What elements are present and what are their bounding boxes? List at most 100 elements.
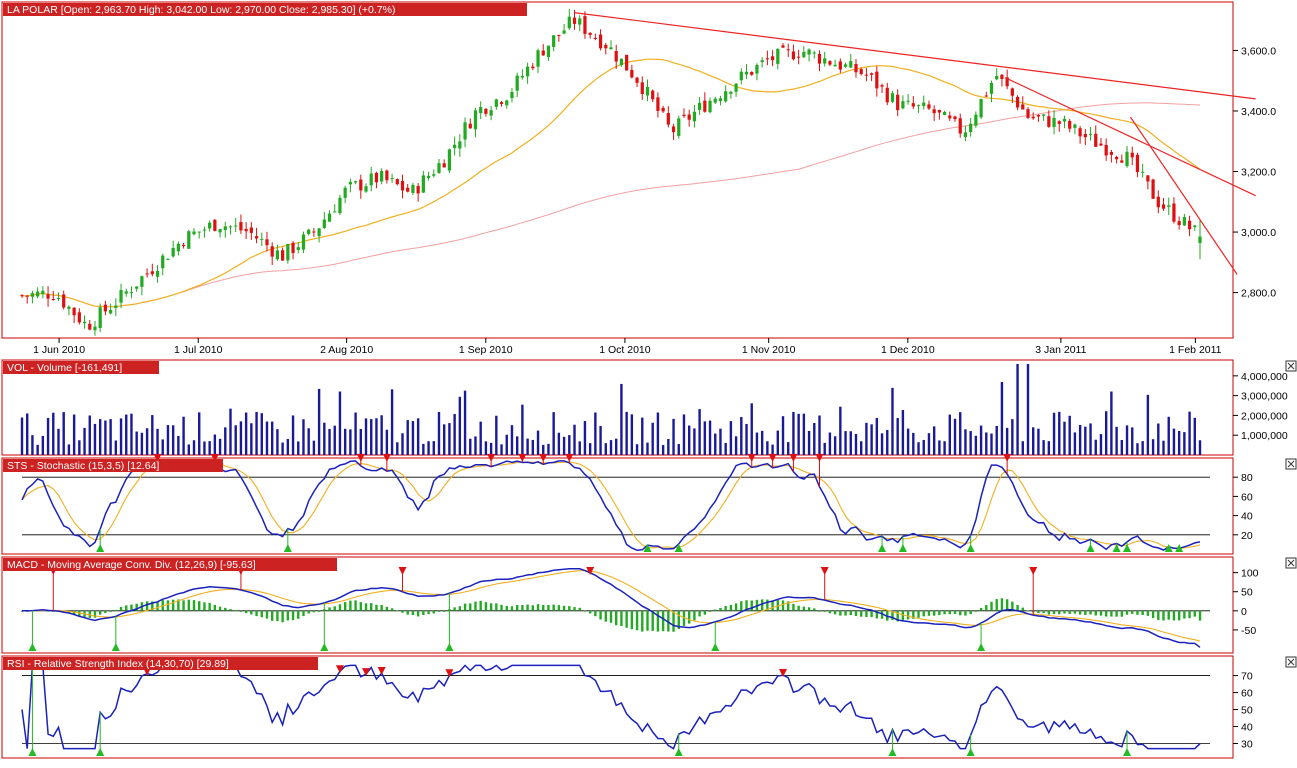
volume-bar bbox=[1162, 440, 1165, 455]
macd-histogram-bar bbox=[630, 610, 634, 630]
macd-histogram-bar bbox=[474, 601, 477, 611]
price-candle-body bbox=[572, 17, 577, 24]
macd-buy-marker bbox=[28, 643, 37, 651]
price-candle-body bbox=[1094, 133, 1098, 147]
macd-histogram-bar bbox=[72, 610, 76, 615]
price-candle-body bbox=[286, 244, 290, 261]
price-candle-body bbox=[317, 228, 321, 237]
volume-bar bbox=[630, 414, 634, 455]
price-candle-body bbox=[176, 243, 180, 252]
macd-histogram-bar bbox=[588, 610, 592, 614]
price-candle-body bbox=[828, 61, 832, 65]
volume-bar bbox=[932, 426, 936, 455]
macd-histogram-bar bbox=[974, 610, 978, 612]
macd-histogram-bar bbox=[896, 610, 899, 622]
volume-bar bbox=[677, 444, 680, 455]
volume-bar bbox=[859, 441, 863, 455]
stochastic-sell-marker bbox=[153, 453, 162, 462]
volume-bar bbox=[297, 441, 300, 455]
stochastic-buy-marker bbox=[966, 544, 975, 552]
volume-bar bbox=[646, 442, 649, 455]
macd-histogram-bar bbox=[1068, 610, 1071, 615]
volume-bar bbox=[891, 387, 894, 455]
volume-bar bbox=[453, 413, 456, 455]
price-candle-body bbox=[1125, 151, 1129, 167]
volume-bar bbox=[734, 436, 738, 455]
price-candle-body bbox=[562, 30, 566, 34]
macd-histogram-bar bbox=[1162, 610, 1165, 621]
macd-histogram-bar bbox=[422, 610, 425, 615]
volume-bar bbox=[192, 440, 196, 455]
volume-bar bbox=[62, 412, 65, 455]
macd-histogram-bar bbox=[244, 610, 248, 614]
price-candle-body bbox=[765, 58, 769, 60]
macd-histogram-bar bbox=[370, 603, 373, 611]
macd-sell-marker bbox=[398, 567, 407, 575]
rsi-buy-marker bbox=[96, 748, 105, 756]
macd-buy-marker bbox=[111, 643, 120, 651]
price-candle-body bbox=[557, 34, 561, 36]
macd-histogram-bar bbox=[1084, 610, 1087, 615]
volume-bar bbox=[557, 432, 561, 455]
macd-histogram-bar bbox=[521, 605, 524, 611]
macd-histogram-bar bbox=[687, 610, 691, 624]
volume-bar bbox=[912, 432, 915, 455]
macd-histogram-bar bbox=[260, 610, 263, 618]
price-candle-body bbox=[108, 309, 113, 314]
price-candle-body bbox=[291, 242, 295, 254]
price-candle-body bbox=[744, 71, 749, 75]
macd-histogram-bar bbox=[229, 609, 232, 611]
price-candle-body bbox=[750, 71, 754, 75]
price-candle-body bbox=[546, 45, 551, 57]
rsi-ytick-label: 60 bbox=[1241, 688, 1253, 700]
price-candle-body bbox=[1083, 133, 1087, 138]
stochastic-ytick-label: 20 bbox=[1241, 530, 1253, 542]
price-candle-body bbox=[880, 85, 884, 87]
price-candle-body bbox=[307, 229, 311, 235]
volume-bar bbox=[813, 423, 816, 455]
volume-bar bbox=[870, 424, 873, 455]
volume-bar bbox=[615, 438, 618, 455]
price-candle-body bbox=[786, 49, 790, 51]
price-candle-body bbox=[896, 94, 900, 111]
price-candle-body bbox=[1036, 114, 1041, 117]
stochastic-sell-marker bbox=[487, 453, 496, 462]
volume-bar bbox=[328, 428, 331, 455]
macd-histogram-bar bbox=[135, 603, 138, 611]
price-candle-body bbox=[1047, 116, 1051, 127]
macd-histogram-bar bbox=[969, 610, 972, 615]
volume-bar bbox=[985, 432, 988, 455]
macd-histogram-bar bbox=[740, 601, 743, 611]
close-icon bbox=[1287, 658, 1295, 666]
close-icon bbox=[1287, 559, 1295, 567]
volume-bar bbox=[661, 445, 665, 455]
volume-bar bbox=[807, 430, 811, 455]
stochastic-sell-marker bbox=[382, 453, 391, 462]
macd-histogram-bar bbox=[1037, 610, 1040, 614]
stochastic-sell-marker bbox=[565, 453, 574, 462]
price-candle-body bbox=[369, 173, 373, 186]
volume-bar bbox=[1089, 423, 1092, 455]
macd-histogram-bar bbox=[635, 610, 639, 631]
price-candle-body bbox=[166, 258, 170, 260]
volume-bar bbox=[422, 443, 425, 455]
volume-bar bbox=[114, 440, 118, 455]
price-candle-body bbox=[46, 294, 50, 299]
volume-bar bbox=[291, 415, 295, 455]
macd-histogram-bar bbox=[724, 606, 727, 611]
macd-histogram-bar bbox=[849, 610, 852, 616]
macd-histogram-bar bbox=[1099, 610, 1103, 616]
volume-bar bbox=[166, 425, 170, 455]
volume-bar bbox=[1026, 363, 1030, 455]
volume-bar bbox=[1000, 382, 1004, 455]
stochastic-panel-frame bbox=[1, 457, 1234, 555]
volume-bar bbox=[635, 444, 639, 455]
volume-bar bbox=[401, 433, 404, 455]
price-candle-body bbox=[281, 250, 285, 261]
price-candle-body bbox=[270, 246, 274, 257]
volume-bar bbox=[906, 428, 910, 455]
stochastic-buy-marker bbox=[1086, 544, 1095, 552]
volume-bar bbox=[203, 441, 206, 455]
price-ytick-label: 3,000.0 bbox=[1241, 227, 1276, 239]
macd-histogram-bar bbox=[1000, 598, 1004, 611]
